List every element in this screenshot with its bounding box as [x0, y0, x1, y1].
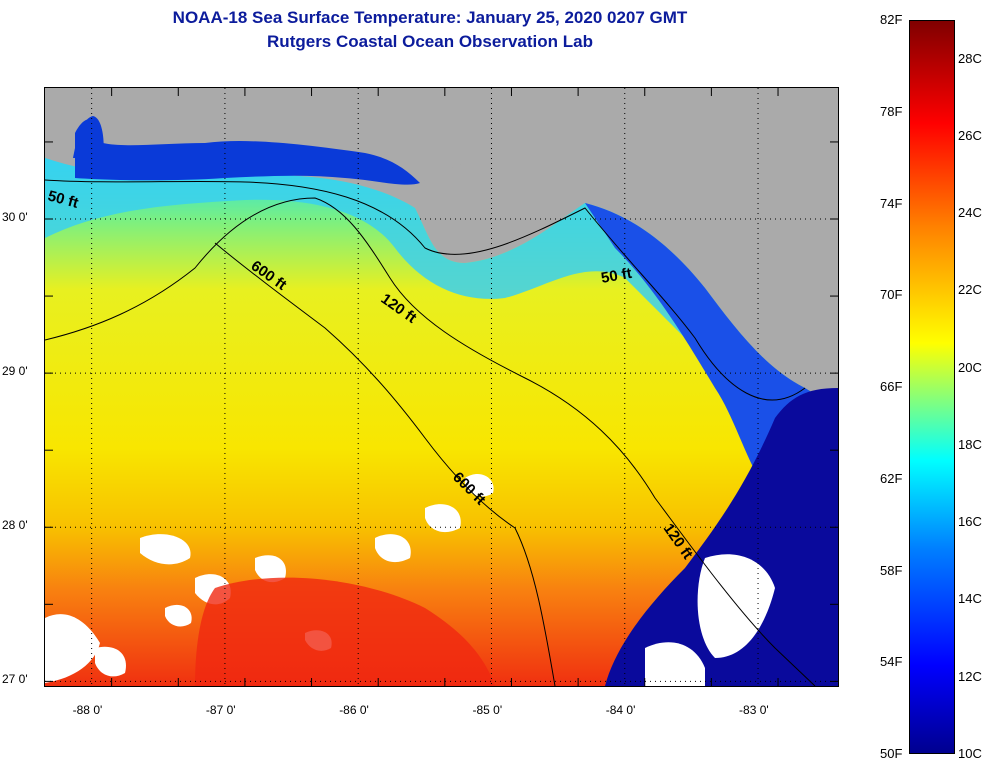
fahrenheit-label: 66F [880, 379, 903, 394]
celsius-label: 10C [958, 746, 982, 761]
longitude-tick-label: -83 0' [739, 703, 769, 717]
temperature-colorbar [909, 20, 955, 754]
cloud-cover [45, 473, 775, 686]
celsius-label: 22C [958, 282, 982, 298]
celsius-label: 20C [958, 359, 982, 375]
longitude-tick-label: -87 0' [205, 703, 236, 717]
celsius-label: 18C [958, 436, 982, 452]
contour-50ft [44, 179, 806, 401]
fahrenheit-label: 54F [880, 654, 903, 670]
longitude-tick-label: -84 0' [605, 703, 636, 717]
map-subtitle: Rutgers Coastal Ocean Observation Lab [267, 32, 593, 51]
celsius-label: 24C [958, 205, 982, 221]
longitude-tick-label: -86 0' [339, 703, 369, 717]
celsius-label: 14C [958, 591, 982, 607]
fahrenheit-label: 74F [880, 195, 903, 211]
fahrenheit-label: 82F [880, 12, 903, 27]
contour-120ft [44, 197, 816, 687]
warm-loop-current [195, 577, 495, 686]
latitude-tick-label: 27 0' [2, 672, 28, 687]
celsius-label: 12C [958, 668, 982, 684]
sst-map-canvas: 50 ft 600 ft 120 ft 50 ft 600 ft 120 ft [44, 88, 838, 687]
fahrenheit-label: 50F [880, 746, 903, 761]
celsius-label: 26C [958, 127, 982, 143]
graticule [45, 88, 838, 686]
longitude-tick-label: -88 0' [72, 703, 103, 717]
panhandle-bay [73, 116, 104, 158]
bathymetry-contours [44, 179, 816, 687]
fahrenheit-label: 70F [880, 287, 903, 303]
cold-southeast-water [605, 388, 838, 686]
contour-600ft [214, 242, 556, 687]
celsius-label: 16C [958, 514, 982, 530]
fahrenheit-label: 62F [880, 470, 903, 486]
contour-label: 50 ft [600, 265, 633, 287]
fahrenheit-label: 78F [880, 103, 903, 119]
longitude-tick-label: -85 0' [472, 703, 503, 717]
land-northeast [420, 157, 580, 238]
latitude-tick-label: 30 0' [2, 210, 28, 224]
sst-map[interactable]: 50 ft 600 ft 120 ft 50 ft 600 ft 120 ft [44, 87, 839, 687]
latitude-tick-label: 28 0' [2, 518, 28, 533]
celsius-label: 28C [958, 50, 982, 66]
fahrenheit-label: 58F [880, 562, 903, 578]
panhandle-nearshore [75, 119, 420, 185]
latitude-tick-label: 29 0' [2, 364, 28, 379]
map-title: NOAA-18 Sea Surface Temperature: January… [172, 8, 688, 27]
